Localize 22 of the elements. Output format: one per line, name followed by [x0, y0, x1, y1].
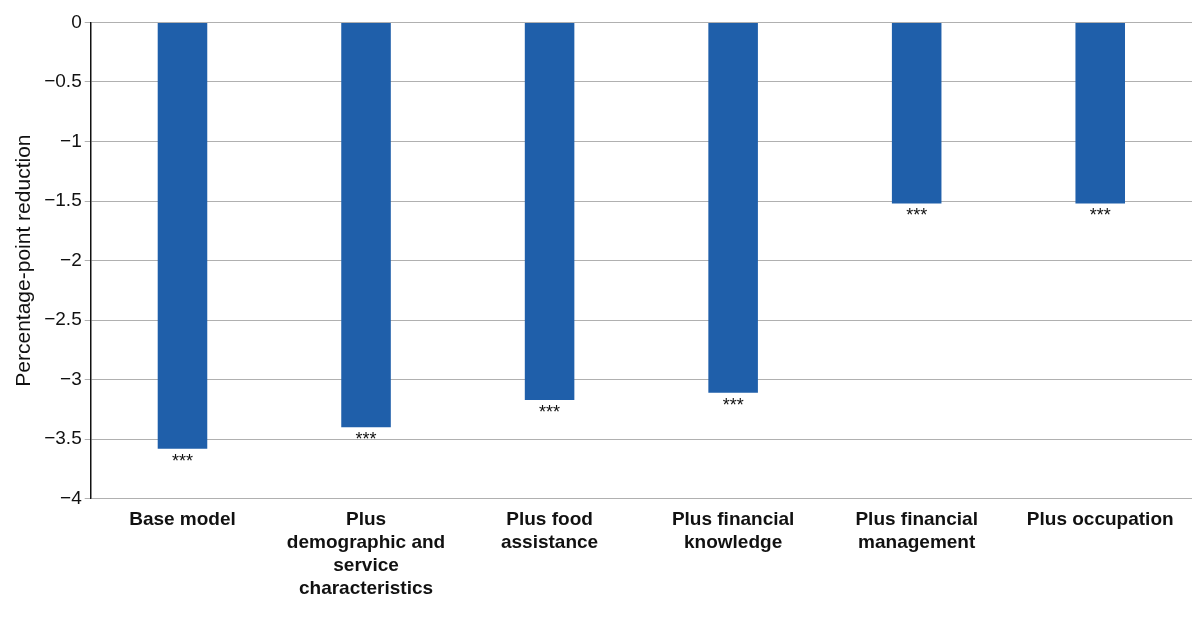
x-tick-label: Base model [129, 508, 236, 530]
annotation: *** [906, 205, 928, 226]
annotation: *** [171, 450, 193, 471]
x-tick-label: Plus financial management [855, 508, 978, 553]
x-tick-label: Plus occupation [1026, 508, 1174, 530]
annotation: *** [539, 401, 561, 422]
annotation: *** [355, 429, 377, 450]
annotation: *** [1089, 205, 1111, 226]
y-tick-label: −2 [60, 248, 82, 270]
y-tick-label: −0.5 [44, 70, 82, 92]
x-tick-label: Plus financial knowledge [671, 508, 795, 553]
y-axis-title: Percentage-point reduction [11, 134, 35, 387]
y-tick-label: −1.5 [44, 189, 82, 211]
x-tick-label: Plus demographic and service characteristics [286, 508, 446, 598]
y-tick-label: −1 [60, 129, 82, 151]
y-tick-label: −3.5 [44, 427, 82, 449]
y-tick-label: −4 [60, 487, 83, 509]
y-tick-label: 0 [71, 10, 82, 32]
y-tick-label: −2.5 [44, 308, 82, 330]
annotation: *** [722, 394, 744, 415]
x-tick-label: Plus food assistance [500, 508, 599, 553]
y-tick-label: −3 [60, 367, 82, 389]
